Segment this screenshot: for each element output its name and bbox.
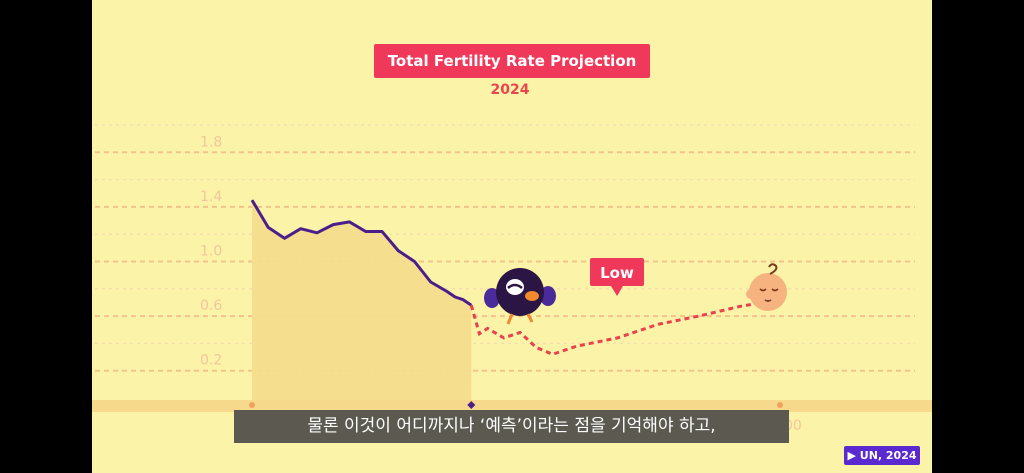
subtitle-caption: 물론 이것이 어디까지나 ‘예측’이라는 점을 기억해야 하고, [234,410,789,443]
historical-line [250,199,473,307]
y-tick-labels: 0.2 0.6 1.0 1.4 1.8 [200,134,222,368]
low-annotation: Low [590,258,644,296]
historical-series [250,199,473,307]
letterbox-left [0,0,92,473]
y-tick-label: 0.2 [200,353,222,369]
projection-series [469,298,781,356]
grid-lines [95,124,915,372]
historical-shade [252,200,472,402]
y-tick-label: 0.6 [200,298,222,314]
chart-subtitle: 2024 [490,82,530,98]
chart-title: Total Fertility Rate Projection [374,44,650,78]
x-marker-start [249,402,255,408]
y-tick-label: 1.0 [200,244,222,260]
x-marker-2024 [467,401,476,409]
letterbox-right [932,0,1024,473]
baby-face-icon [746,263,787,311]
low-label: Low [600,264,634,282]
source-badge[interactable]: ▶ UN, 2024 [844,446,920,465]
projection-line [469,298,781,356]
y-tick-label: 1.4 [200,189,222,205]
bird-character-icon [484,268,556,325]
baseline-band [92,400,932,412]
y-tick-label: 1.8 [200,134,222,150]
chart-canvas [92,0,932,473]
x-marker-end [777,402,783,408]
